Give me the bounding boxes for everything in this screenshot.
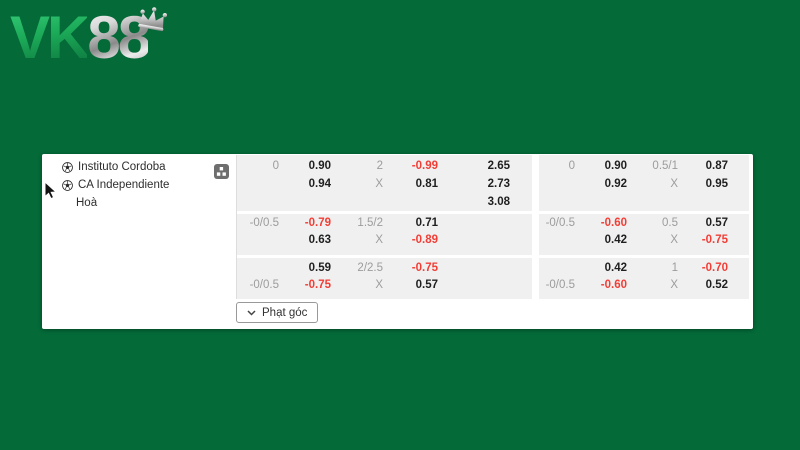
odds-line-label: 0	[272, 160, 279, 172]
odds-line-label: 1	[671, 262, 678, 274]
odds-cell[interactable]: -0.70	[701, 262, 728, 274]
odds-line-label: X	[375, 178, 383, 190]
odds-cell[interactable]: 0.57	[415, 279, 438, 291]
team-name-away: CA Independiente	[78, 179, 170, 191]
soccer-ball-icon	[62, 179, 73, 191]
odds-cell[interactable]: 0.52	[705, 279, 728, 291]
team-row-home: Instituto Cordoba	[42, 158, 236, 179]
odds-cell[interactable]: -0.99	[411, 160, 438, 172]
odds-line-label: X	[670, 279, 678, 291]
odds-cell[interactable]: 3.08	[487, 196, 510, 208]
odds-cell	[237, 175, 279, 193]
odds-cell[interactable]: -0.75	[304, 279, 331, 291]
odds-line-label: X	[670, 234, 678, 246]
corner-kicks-button[interactable]: Phạt góc	[236, 302, 319, 323]
odds-line-label: -0/0.5	[545, 279, 575, 291]
odds-block-right-1: 0 0.90 0.5/1 0.87 0.92 X 0.95	[539, 155, 749, 211]
odds-cell[interactable]: 0.81	[415, 178, 438, 190]
odds-line-label: -0/0.5	[545, 217, 575, 229]
odds-cell	[438, 215, 510, 232]
odds-cell[interactable]: 0.71	[415, 217, 438, 229]
odds-cell	[438, 232, 510, 249]
odds-cell[interactable]: 0.42	[604, 234, 627, 246]
odds-line-label: 1.5/2	[357, 217, 383, 229]
odds-cell[interactable]: 0.57	[705, 217, 728, 229]
site-logo[interactable]: VK88	[10, 7, 168, 68]
odds-cell[interactable]: 0.59	[308, 262, 331, 274]
odds-cell	[279, 193, 331, 211]
logo-text-silver: 88	[87, 4, 151, 71]
odds-cell	[237, 193, 279, 211]
odds-cell	[539, 232, 575, 249]
odds-cell	[237, 232, 279, 249]
column-divider	[236, 155, 237, 299]
odds-cell	[438, 277, 510, 294]
odds-cell[interactable]: 0.92	[604, 178, 627, 190]
odds-block-left-2: -0/0.5 -0.79 1.5/2 0.71 0.63 X -0.89	[237, 214, 532, 255]
odds-cell[interactable]: 0.90	[308, 160, 331, 172]
corner-kicks-label: Phạt góc	[262, 306, 308, 319]
odds-cell[interactable]: -0.60	[600, 217, 627, 229]
odds-cell[interactable]: -0.75	[701, 234, 728, 246]
odds-cell[interactable]: 0.94	[308, 178, 331, 190]
team-name-home: Instituto Cordoba	[78, 161, 166, 173]
odds-cell	[539, 260, 575, 277]
odds-cell[interactable]: 0.87	[705, 160, 728, 172]
logo-text-green: VK	[10, 4, 90, 71]
odds-block-left-1: 0 0.90 2 -0.99 2.65 0.94 X 0.81 2.73 3.08	[237, 155, 532, 211]
odds-cell[interactable]: -0.79	[304, 217, 331, 229]
team-stats-icon[interactable]	[214, 164, 229, 179]
crown-icon	[138, 7, 168, 32]
draw-label: Hoà	[76, 197, 98, 209]
odds-line-label: -0/0.5	[249, 279, 279, 291]
odds-line-label: 0	[568, 160, 575, 172]
chevron-down-icon	[247, 309, 256, 316]
odds-cell[interactable]: -0.75	[411, 262, 438, 274]
odds-cell	[331, 193, 383, 211]
odds-line-label: 2	[376, 160, 383, 172]
odds-cell[interactable]: 0.95	[705, 178, 728, 190]
odds-line-label: X	[375, 234, 383, 246]
team-row-away: CA Independiente	[42, 176, 236, 194]
odds-block-right-3: 0.42 1 -0.70 -0/0.5 -0.60 X 0.52	[539, 258, 749, 299]
odds-cell	[383, 193, 438, 211]
odds-line-label: -0/0.5	[249, 217, 279, 229]
odds-line-label: 0.5/1	[652, 160, 678, 172]
odds-cell[interactable]: -0.89	[411, 234, 438, 246]
odds-cell	[237, 260, 279, 277]
odds-block-right-2: -0/0.5 -0.60 0.5 0.57 0.42 X -0.75	[539, 214, 749, 255]
odds-cell[interactable]: 0.42	[604, 262, 627, 274]
draw-row: Hoà	[42, 194, 236, 212]
odds-cell[interactable]: 2.65	[487, 160, 510, 172]
odds-line-label: X	[375, 279, 383, 291]
mouse-cursor	[44, 181, 58, 200]
odds-panel: Instituto Cordoba CA Independiente Hoà 0…	[42, 154, 753, 329]
odds-cell[interactable]: -0.60	[600, 279, 627, 291]
odds-line-label: 0.5	[662, 217, 678, 229]
odds-cell[interactable]: 0.90	[604, 160, 627, 172]
odds-cell	[438, 260, 510, 277]
soccer-ball-icon	[62, 161, 73, 173]
odds-cell	[539, 175, 575, 193]
odds-block-left-3: 0.59 2/2.5 -0.75 -0/0.5 -0.75 X 0.57	[237, 258, 532, 299]
odds-cell[interactable]: 0.63	[308, 234, 331, 246]
odds-cell[interactable]: 2.73	[487, 178, 510, 190]
odds-line-label: X	[670, 178, 678, 190]
odds-line-label: 2/2.5	[357, 262, 383, 274]
